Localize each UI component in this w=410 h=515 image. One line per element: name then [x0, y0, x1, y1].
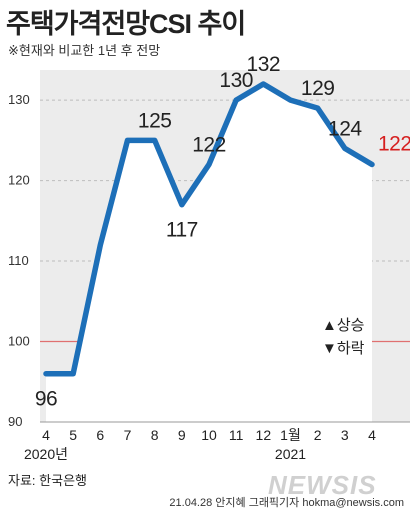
data-point	[343, 146, 347, 150]
data-point	[126, 138, 129, 142]
credit-note: 21.04.28 안지혜 그래픽기자 hokma@newsis.com	[169, 497, 404, 509]
x-tick-label: 9	[178, 427, 186, 443]
data-label: 129	[301, 77, 335, 100]
data-label: 96	[35, 388, 57, 411]
chart-y-axis: 90 100 110 120 130	[8, 92, 30, 429]
year-label: 2020년	[24, 446, 68, 462]
data-point	[180, 203, 184, 207]
data-point	[316, 106, 320, 110]
data-label: 132	[247, 53, 281, 76]
data-point	[71, 372, 75, 376]
data-point	[234, 98, 238, 102]
data-label: 125	[138, 109, 172, 132]
data-label: 124	[328, 117, 362, 140]
data-point	[261, 82, 265, 86]
data-point	[370, 162, 374, 166]
y-tick-label: 90	[8, 414, 22, 429]
x-tick-label: 2	[314, 427, 322, 443]
chart-title: 주택가격전망CSI 추이	[6, 9, 246, 39]
area-fill	[46, 84, 372, 422]
data-point	[207, 162, 211, 166]
y-tick-label: 130	[8, 92, 30, 107]
data-point	[98, 243, 102, 247]
x-tick-label: 11	[229, 427, 244, 443]
x-tick-label: 7	[124, 427, 132, 443]
data-label: 117	[166, 219, 198, 242]
newsis-watermark: NEWSIS	[268, 470, 377, 500]
y-tick-label: 120	[8, 173, 30, 188]
legend-down-label: ▼하락	[322, 340, 365, 357]
chart-points	[44, 82, 374, 376]
data-point	[153, 138, 157, 142]
data-point	[289, 98, 292, 102]
data-label: 122	[378, 132, 410, 155]
y-tick-label: 100	[8, 334, 30, 349]
x-tick-label: 1월	[280, 427, 301, 443]
data-point	[44, 372, 48, 376]
y-tick-label: 110	[8, 253, 29, 268]
x-tick-label: 4	[368, 427, 376, 443]
data-label: 122	[192, 133, 226, 156]
legend-up-label: ▲상승	[322, 317, 364, 334]
source-note: 자료: 한국은행	[8, 473, 87, 488]
x-tick-label: 6	[96, 427, 104, 443]
chart-x-axis: 4 5 6 7 8 9 10 11 12 1월 2 3 4	[42, 427, 376, 443]
x-tick-label: 4	[42, 427, 50, 443]
x-tick-label: 5	[69, 427, 77, 443]
x-tick-label: 12	[256, 427, 272, 443]
chart-subtitle: ※현재와 비교한 1년 후 전망	[8, 43, 161, 58]
x-tick-label: 3	[341, 427, 349, 443]
data-label: 130	[219, 69, 253, 92]
x-tick-label: 10	[201, 427, 217, 443]
year-label: 2021	[275, 446, 306, 462]
x-tick-label: 8	[151, 427, 159, 443]
year-labels: 2020년 2021	[24, 446, 306, 462]
